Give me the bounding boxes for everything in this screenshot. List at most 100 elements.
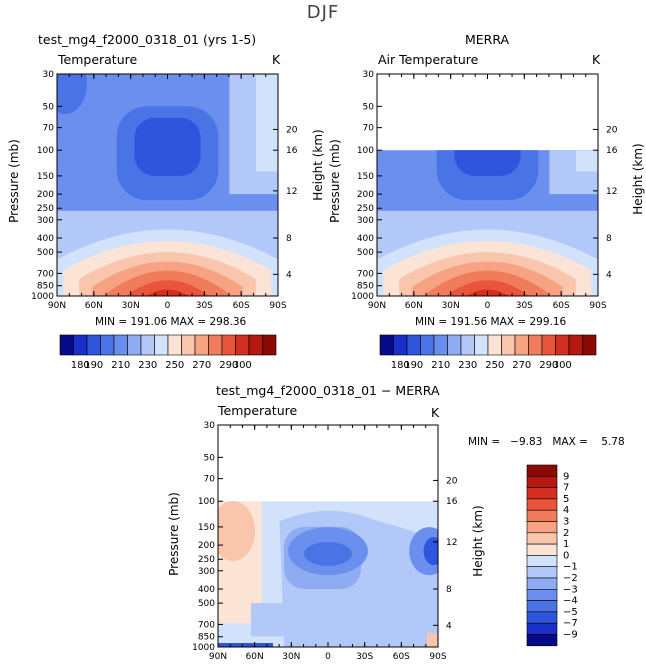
panel3-xtick-label: 90S <box>429 652 446 662</box>
panel1-colorbar-label: 290 <box>219 360 238 371</box>
panel3-colorbar-label: −9 <box>563 630 578 641</box>
panel3-colorbar-label: −1 <box>563 562 578 573</box>
panel3-ytick-label: 50 <box>204 453 216 463</box>
panel2-colorbar-label: 190 <box>404 360 423 371</box>
panel1-xtick-label: 0 <box>165 301 171 311</box>
panel1-colorbar-label: 210 <box>111 360 130 371</box>
panel1-field <box>57 74 278 296</box>
panel3-band <box>427 632 438 647</box>
panel3-ytick-label: 200 <box>198 541 215 551</box>
panel2-colorbar-swatch <box>460 334 475 356</box>
panel1-colorbar-label: 300 <box>233 360 252 371</box>
panel2-units: K <box>592 52 601 67</box>
panel3-ytick-label: 500 <box>198 599 215 609</box>
panel2-xtick-label: 0 <box>485 301 491 311</box>
panel3-colorbar-label: −7 <box>563 618 578 629</box>
panel1-colorbar-swatch <box>262 334 277 356</box>
panel3-ytick-label: 70 <box>204 475 216 485</box>
panel2-ytick-label: 700 <box>357 269 374 279</box>
panel2-xtick-label: 90N <box>368 301 386 311</box>
panel1-colorbar-swatch <box>221 334 236 356</box>
panel3-ytick-label: 850 <box>198 633 215 643</box>
panel3-band <box>218 643 273 647</box>
panel3-colorbar-swatch <box>526 588 558 601</box>
panel1-xtick-label: 30N <box>122 301 140 311</box>
panel2-colorbar-label: 180 <box>391 360 410 371</box>
panel3-colorbar-swatch <box>526 577 558 590</box>
figure-suptitle: DJF <box>306 2 340 23</box>
panel1-ytick-label: 1000 <box>31 292 54 302</box>
panel2-colorbar-label: 210 <box>431 360 450 371</box>
panel3-colorbar-swatch <box>526 622 558 635</box>
panel2-colorbar-label: 270 <box>512 360 531 371</box>
panel1-colorbar-swatch <box>113 334 128 356</box>
panel3-ytick-right-label: 16 <box>446 497 458 507</box>
panel2-ytick-right-label: 12 <box>606 187 617 197</box>
panel3-ylabel: Pressure (mb) <box>167 492 181 576</box>
panel2-colorbar-swatch <box>420 334 435 356</box>
panel3-ytick-label: 1000 <box>192 643 215 653</box>
panel2-ytick-label: 300 <box>357 216 374 226</box>
panel1-colorbar-swatch <box>127 334 142 356</box>
panel3-colorbar-swatch <box>526 532 558 545</box>
panel3-colorbar-label: −4 <box>563 596 578 607</box>
panel1-ytick-label: 150 <box>37 172 54 182</box>
panel1-colorbar-swatch <box>235 334 250 356</box>
panel3-xtick-label: 0 <box>325 652 331 662</box>
panel2-colorbar-swatch <box>393 334 408 356</box>
panel3-colorbar-swatch <box>526 634 558 647</box>
panel3-subtitle-left: Temperature <box>218 403 298 418</box>
panel3-colorbar-swatch <box>526 509 558 522</box>
panel2-ylabel-right: Height (km) <box>631 143 645 215</box>
panel3-colorbar-label: 5 <box>563 494 569 505</box>
panel3-ytick-label: 250 <box>198 555 215 565</box>
panel2-ytick-label: 250 <box>357 204 374 214</box>
panel2-colorbar-swatch <box>406 334 421 356</box>
panel2-ytick-label: 850 <box>357 282 374 292</box>
panel2-colorbar-swatch <box>582 334 597 356</box>
panel3-ytick-right-label: 4 <box>446 621 452 631</box>
panel1-colorbar-swatch <box>140 334 155 356</box>
panel3-ytick-label: 150 <box>198 523 215 533</box>
panel1-subtitle-left: Temperature <box>58 52 138 67</box>
panel3-colorbar-label: −5 <box>563 607 578 618</box>
panel3-colorbar-label: 7 <box>563 483 569 494</box>
panel3-band <box>251 603 405 637</box>
panel3-units: K <box>431 405 440 420</box>
panel1-ytick-label: 50 <box>43 102 55 112</box>
panel1-ytick-label: 30 <box>43 70 55 80</box>
panel3-ytick-label: 30 <box>204 421 216 431</box>
panel2-ytick-label: 100 <box>357 146 374 156</box>
panel1-ytick-label: 850 <box>37 282 54 292</box>
panel1-xtick-label: 90N <box>48 301 66 311</box>
panel1-ytick-label: 300 <box>37 216 54 226</box>
panel1-colorbar-label: 270 <box>192 360 211 371</box>
panel3-field <box>218 501 438 647</box>
panel3-colorbar-swatch <box>526 521 558 534</box>
panel1-colorbar-label: 230 <box>138 360 157 371</box>
panel3-colorbar-label: 3 <box>563 517 569 528</box>
panel1-xtick-label: 60S <box>233 301 250 311</box>
panel2-colorbar-label: 250 <box>485 360 504 371</box>
panel3-colorbar-label: −3 <box>563 584 578 595</box>
panel3-colorbar-swatch <box>526 566 558 579</box>
panel2-ytick-label: 1000 <box>351 292 374 302</box>
panel1-ytick-right-label: 12 <box>286 187 297 197</box>
panel1-colorbar-swatch <box>73 334 88 356</box>
panel3-minmax: MIN = −9.83 MAX = 5.78 <box>468 436 625 448</box>
panel3-colorbar-swatch <box>526 555 558 568</box>
panel2-colorbar-swatch <box>541 334 556 356</box>
panel1-blob <box>134 117 201 176</box>
panel1-band <box>255 74 278 172</box>
panel1-colorbar-swatch <box>100 334 115 356</box>
panel3-colorbar-label: 9 <box>563 471 569 482</box>
panel1-colorbar-label: 250 <box>165 360 184 371</box>
panel2-colorbar-label: 230 <box>458 360 477 371</box>
panel1-colorbar-swatch <box>248 334 263 356</box>
panel2-colorbar-swatch <box>568 334 583 356</box>
panel2-ytick-label: 150 <box>357 172 374 182</box>
panel2-band <box>549 150 598 195</box>
panel1-ytick-right-label: 4 <box>286 270 292 280</box>
panel3-xtick-label: 60S <box>393 652 410 662</box>
